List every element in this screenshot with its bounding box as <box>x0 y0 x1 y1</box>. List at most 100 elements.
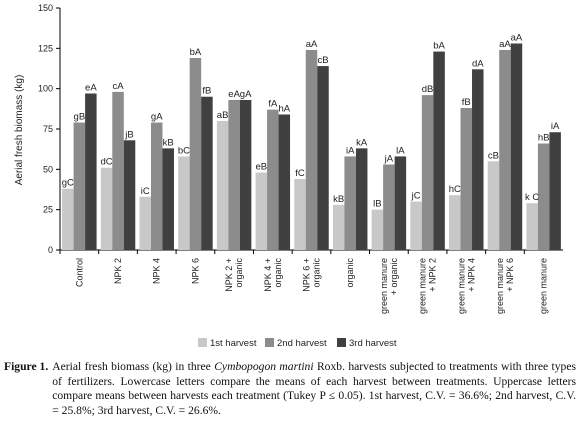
bar <box>294 179 306 250</box>
bar-data-label: jB <box>124 129 133 140</box>
x-tick-label: Control <box>74 258 84 287</box>
bar <box>305 49 318 250</box>
x-tick-label-line: organic <box>234 258 244 288</box>
bar <box>162 148 174 250</box>
bar <box>267 109 279 250</box>
y-tick-label: 100 <box>38 84 53 94</box>
x-tick-label-line: green manure <box>379 258 389 314</box>
bar-data-label: cB <box>317 55 328 66</box>
x-tick-label: green manure <box>539 258 549 314</box>
x-tick-label-line: + organic <box>389 258 399 296</box>
bar <box>394 156 407 250</box>
y-tick-label: 50 <box>43 164 53 174</box>
bar <box>123 140 136 250</box>
y-tick-label: 25 <box>43 205 53 215</box>
x-tick-label: NPK 4 +organic <box>263 258 283 292</box>
bar-data-label: fB <box>202 86 211 97</box>
bar <box>112 91 124 250</box>
bar-data-label: iC <box>141 186 150 197</box>
bar <box>332 204 345 250</box>
bar <box>150 122 163 250</box>
x-tick-label-line: green manure <box>456 258 466 314</box>
bar-data-label: k C <box>525 192 539 203</box>
x-tick-label-line: NPK 4 <box>152 258 162 284</box>
x-tick-label-line: NPK 2 <box>113 258 123 284</box>
bar-data-label: eA <box>228 89 240 100</box>
legend-swatch <box>337 338 346 347</box>
bar-data-label: gA <box>240 89 252 100</box>
bar-data-label: jC <box>411 191 421 202</box>
bar <box>410 201 422 250</box>
bar <box>526 203 538 250</box>
bar-data-label: hB <box>538 133 550 144</box>
bar-data-label: lA <box>396 145 405 156</box>
x-tick-label: NPK 6 <box>190 258 200 284</box>
bar <box>549 132 561 250</box>
x-tick-label-line: green manure <box>539 258 549 314</box>
bar-data-label: gB <box>74 112 86 123</box>
bar-data-label: gC <box>62 178 74 189</box>
bar-data-label: iA <box>551 121 560 132</box>
bar <box>255 172 268 250</box>
bar <box>73 122 86 250</box>
bar <box>487 161 500 250</box>
bar-data-label: dB <box>422 84 434 95</box>
legend-swatch <box>198 338 207 347</box>
x-tick-label: green manure+ NPK 2 <box>418 258 438 314</box>
legend: 1st harvest 2nd harvest 3rd harvest <box>198 338 397 349</box>
bar-data-label: aA <box>306 39 318 50</box>
bar-data-label: bA <box>433 41 445 52</box>
x-tick-label: NPK 4 <box>152 258 162 284</box>
x-tick-label: organic <box>345 258 355 288</box>
figure-caption-text: Aerial fresh biomass (kg) in three Cymbo… <box>52 360 576 418</box>
bars <box>62 43 561 251</box>
bar <box>383 164 395 250</box>
bar-data-label: eA <box>85 83 97 94</box>
bar-data-label: cB <box>488 150 499 161</box>
x-tick-label-line: + NPK 2 <box>428 258 438 292</box>
bar <box>278 114 291 250</box>
y-tick-label: 75 <box>43 124 53 134</box>
x-tick-label-line: + NPK 6 <box>505 258 515 292</box>
bar-chart: Aerial fresh biomass (kg) 0 25 50 75 100 125 1… <box>14 3 563 349</box>
bar-data-label: iA <box>346 145 355 156</box>
x-tick-label-line: organic <box>273 258 283 288</box>
x-tick-label: NPK 2 <box>113 258 123 284</box>
x-tick-label: green manure+ NPK 4 <box>456 258 476 314</box>
bar-data-label: cA <box>112 81 124 92</box>
legend-label: 1st harvest <box>210 338 257 349</box>
bar-data-label: hC <box>449 184 461 195</box>
bar <box>139 196 151 250</box>
x-tick-label-line: organic <box>345 258 355 288</box>
bar <box>178 156 190 250</box>
figure-label: Figure 1. <box>4 360 49 373</box>
bar <box>62 188 74 250</box>
bar <box>433 51 445 251</box>
bar <box>355 148 368 250</box>
bar-data-label: bC <box>178 145 190 156</box>
bar-data-label: fB <box>462 97 471 108</box>
legend-label: 2nd harvest <box>277 338 327 349</box>
y-axis-title: Aerial fresh biomass (kg) <box>14 75 25 186</box>
x-tick-label-line: green manure <box>495 258 505 314</box>
bar <box>371 209 384 250</box>
bar <box>216 120 229 250</box>
bar-data-label: bA <box>190 47 202 58</box>
figure-caption: Figure 1. Aerial fresh biomass (kg) in t… <box>4 360 576 418</box>
bar <box>421 95 434 251</box>
bar <box>189 58 202 250</box>
bar <box>344 156 356 250</box>
x-tick-label: NPK 2 +organic <box>224 258 244 292</box>
bar <box>201 96 213 250</box>
bar-data-label: aB <box>217 110 229 121</box>
x-tick-label-line: Control <box>74 258 84 287</box>
bar-data-label: kB <box>333 194 344 205</box>
x-tick-label-line: + NPK 4 <box>466 258 476 292</box>
bar-data-label: dC <box>100 157 112 168</box>
bar-data-label: aA <box>499 39 511 50</box>
y-tick-label: 150 <box>38 3 53 13</box>
bar <box>85 93 97 250</box>
caption-species: Cymbopogon martini <box>214 360 314 373</box>
y-tick-label: 0 <box>48 245 53 255</box>
bar-data-label: gA <box>151 112 163 123</box>
